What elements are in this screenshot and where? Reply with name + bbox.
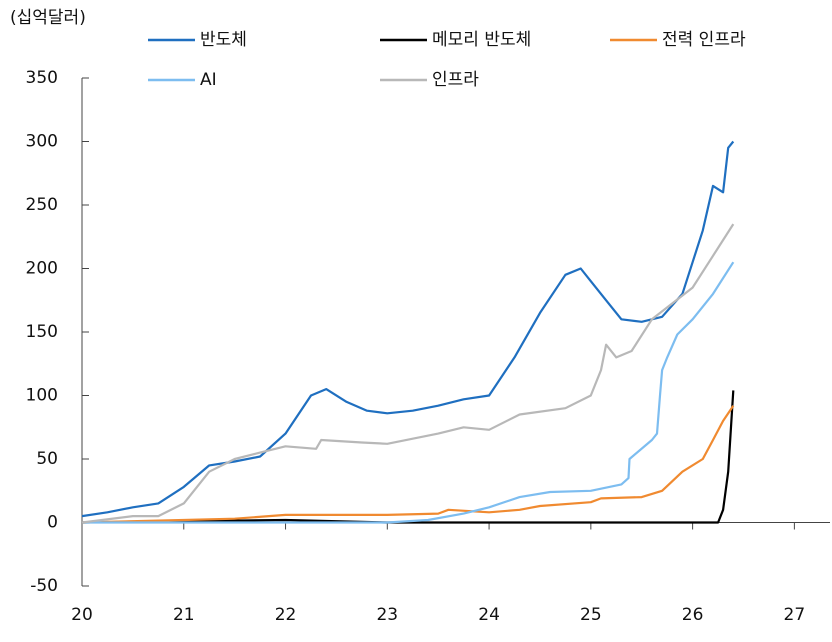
x-tick-label: 25 (580, 605, 602, 625)
legend-label: 반도체 (200, 30, 247, 50)
series-line (81, 223, 735, 524)
x-tick-label: 22 (275, 605, 297, 625)
y-tick-label: -50 (30, 576, 58, 596)
y-tick-label: 100 (26, 386, 58, 406)
y-tick-label: 50 (36, 449, 58, 469)
series-line (81, 390, 735, 524)
y-tick-label: 350 (26, 68, 58, 88)
series-line (81, 140, 735, 518)
legend-label: 메모리 반도체 (432, 30, 531, 50)
series-line (82, 261, 735, 524)
y-tick-label: 200 (26, 259, 58, 279)
y-tick-label: 150 (26, 322, 58, 342)
x-tick-label: 20 (71, 605, 93, 625)
legend-label: 전력 인프라 (662, 30, 746, 50)
y-axis-unit: (십억달러) (10, 8, 86, 28)
y-tick-label: 300 (26, 132, 58, 152)
series-line (81, 405, 735, 524)
y-tick-label: 0 (47, 513, 58, 533)
x-tick-label: 23 (376, 605, 398, 625)
x-tick-label: 26 (682, 605, 704, 625)
y-tick-label: 250 (26, 195, 58, 215)
x-tick-label: 27 (784, 605, 806, 625)
legend-label: AI (200, 70, 217, 90)
x-tick-label: 24 (478, 605, 500, 625)
x-tick-label: 21 (173, 605, 195, 625)
legend-label: 인프라 (432, 70, 479, 90)
